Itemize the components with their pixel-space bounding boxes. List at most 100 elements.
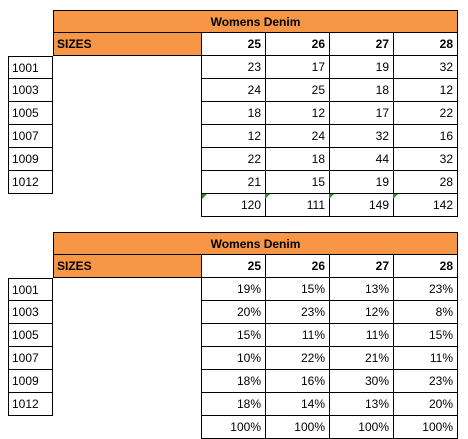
- total-cell[interactable]: 111: [265, 194, 330, 217]
- table-cell[interactable]: 21: [201, 171, 266, 194]
- table-cell[interactable]: 12: [265, 102, 330, 125]
- table-cell[interactable]: 24: [265, 125, 330, 148]
- row-label[interactable]: 1009: [8, 370, 53, 393]
- table-row: 1001 23 17 19 32: [0, 56, 468, 79]
- table-cell[interactable]: 11%: [393, 347, 458, 370]
- table-cell[interactable]: 12: [393, 79, 458, 102]
- table-cell[interactable]: 12%: [329, 301, 394, 324]
- table-cell[interactable]: 13%: [329, 278, 394, 301]
- column-header-26[interactable]: 26: [265, 255, 330, 278]
- table-cell[interactable]: 18: [265, 148, 330, 171]
- table-cell[interactable]: 15: [265, 171, 330, 194]
- row-label[interactable]: 1005: [8, 324, 53, 347]
- total-value: 120: [240, 198, 261, 212]
- table-cell[interactable]: 17: [329, 102, 394, 125]
- table-row: 1012 21 15 19 28: [0, 171, 468, 194]
- table-cell[interactable]: 24: [201, 79, 266, 102]
- table-cell[interactable]: 17: [265, 56, 330, 79]
- table-cell[interactable]: 20%: [393, 393, 458, 416]
- table-cell[interactable]: 18: [201, 102, 266, 125]
- table-cell[interactable]: 44: [329, 148, 394, 171]
- table-cell[interactable]: 11%: [265, 324, 330, 347]
- title-row: Womens Denim: [0, 232, 468, 255]
- table-cell[interactable]: 32: [393, 148, 458, 171]
- column-header-27[interactable]: 27: [329, 255, 394, 278]
- table-cell[interactable]: 18%: [201, 370, 266, 393]
- row-label[interactable]: 1007: [8, 347, 53, 370]
- total-cell[interactable]: 149: [329, 194, 394, 217]
- sizes-header[interactable]: SIZES: [53, 33, 202, 56]
- total-cell[interactable]: 100%: [393, 416, 458, 439]
- table-cell[interactable]: 30%: [329, 370, 394, 393]
- header-row: SIZES 25 26 27 28: [0, 255, 468, 278]
- row-label[interactable]: 1003: [8, 79, 53, 102]
- table-row: 1005 15% 11% 11% 15%: [0, 324, 468, 347]
- table-cell[interactable]: 20%: [201, 301, 266, 324]
- table-cell[interactable]: 16: [393, 125, 458, 148]
- error-indicator-icon: [329, 194, 334, 199]
- row-label[interactable]: 1005: [8, 102, 53, 125]
- row-label[interactable]: 1009: [8, 148, 53, 171]
- total-cell[interactable]: 100%: [201, 416, 266, 439]
- column-header-25[interactable]: 25: [201, 33, 266, 56]
- table-cell[interactable]: 14%: [265, 393, 330, 416]
- table-cell[interactable]: 12: [201, 125, 266, 148]
- table-cell[interactable]: 22%: [265, 347, 330, 370]
- table-cell[interactable]: 23%: [393, 278, 458, 301]
- row-label[interactable]: 1003: [8, 301, 53, 324]
- totals-row: 120 111 149 142: [0, 194, 468, 217]
- table-row: 1003 24 25 18 12: [0, 79, 468, 102]
- table-cell[interactable]: 21%: [329, 347, 394, 370]
- table-cell[interactable]: 18%: [201, 393, 266, 416]
- column-header-28[interactable]: 28: [393, 255, 458, 278]
- total-value: 142: [432, 198, 453, 212]
- total-cell[interactable]: 100%: [265, 416, 330, 439]
- table-cell[interactable]: 19%: [201, 278, 266, 301]
- total-cell[interactable]: 120: [201, 194, 266, 217]
- table-cell[interactable]: 15%: [393, 324, 458, 347]
- table-title[interactable]: Womens Denim: [53, 232, 458, 255]
- row-label[interactable]: 1012: [8, 393, 53, 416]
- table-cell[interactable]: 10%: [201, 347, 266, 370]
- table-cell[interactable]: 15%: [265, 278, 330, 301]
- percent-table: Womens Denim SIZES 25 26 27 28 1001 19% …: [0, 232, 468, 439]
- table-cell[interactable]: 22: [393, 102, 458, 125]
- row-label[interactable]: 1001: [8, 56, 53, 79]
- table-cell[interactable]: 22: [201, 148, 266, 171]
- table-cell[interactable]: 32: [393, 56, 458, 79]
- total-cell[interactable]: 142: [393, 194, 458, 217]
- table-row: 1005 18 12 17 22: [0, 102, 468, 125]
- totals-row: 100% 100% 100% 100%: [0, 416, 468, 439]
- counts-table: Womens Denim SIZES 25 26 27 28 1001 23 1…: [0, 10, 468, 217]
- column-header-25[interactable]: 25: [201, 255, 266, 278]
- table-cell[interactable]: 23%: [265, 301, 330, 324]
- sizes-header[interactable]: SIZES: [53, 255, 202, 278]
- row-label[interactable]: 1001: [8, 278, 53, 301]
- table-title[interactable]: Womens Denim: [53, 10, 458, 33]
- table-cell[interactable]: 32: [329, 125, 394, 148]
- table-cell[interactable]: 23: [201, 56, 266, 79]
- table-row: 1001 19% 15% 13% 23%: [0, 278, 468, 301]
- column-header-27[interactable]: 27: [329, 33, 394, 56]
- table-row: 1003 20% 23% 12% 8%: [0, 301, 468, 324]
- table-cell[interactable]: 16%: [265, 370, 330, 393]
- table-cell[interactable]: 18: [329, 79, 394, 102]
- table-cell[interactable]: 19: [329, 56, 394, 79]
- table-cell[interactable]: 23%: [393, 370, 458, 393]
- table-cell[interactable]: 25: [265, 79, 330, 102]
- row-label[interactable]: 1012: [8, 171, 53, 194]
- table-row: 1007 10% 22% 21% 11%: [0, 347, 468, 370]
- table-cell[interactable]: 8%: [393, 301, 458, 324]
- row-label[interactable]: 1007: [8, 125, 53, 148]
- error-indicator-icon: [393, 194, 398, 199]
- table-cell[interactable]: 28: [393, 171, 458, 194]
- table-cell[interactable]: 11%: [329, 324, 394, 347]
- table-cell[interactable]: 15%: [201, 324, 266, 347]
- total-cell[interactable]: 100%: [329, 416, 394, 439]
- error-indicator-icon: [202, 194, 207, 199]
- table-cell[interactable]: 19: [329, 171, 394, 194]
- column-header-28[interactable]: 28: [393, 33, 458, 56]
- error-indicator-icon: [265, 194, 270, 199]
- table-cell[interactable]: 13%: [329, 393, 394, 416]
- column-header-26[interactable]: 26: [265, 33, 330, 56]
